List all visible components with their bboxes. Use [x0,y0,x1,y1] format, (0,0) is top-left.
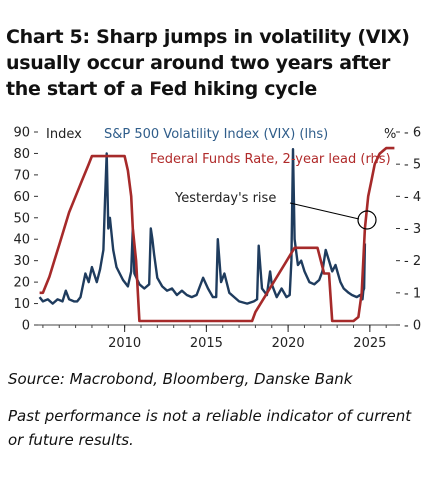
legend-fed: Federal Funds Rate, 2-year lead (rhs) [150,152,391,167]
left-tick-label: 70 [13,168,30,183]
axis-layer: 0 10 20 30 40 50 60 70 80 90 - 0 - 1 - 2 - 3 - 4 - 5 - 6… [13,126,421,352]
right-tick-label: - 3 [404,222,421,237]
left-tick-label: 80 [13,147,30,162]
x-tick-label: 2025 [353,336,386,351]
right-tick-label: - 4 [404,190,421,205]
annotation-label: Yesterday's rise [174,191,276,206]
left-tick-label: 20 [13,276,30,291]
annotation-leader [289,202,360,220]
x-tick-label: 2010 [108,336,141,351]
left-tick-label: 10 [13,297,30,312]
right-tick-label: - 1 [404,286,421,301]
vix-series-line [38,148,367,305]
left-axis-label: Index [46,127,82,142]
annotation-circle [357,210,377,230]
right-axis-label: % [384,127,396,142]
right-tick-label: - 5 [404,158,421,173]
title-line-1: Chart 5: Sharp jumps in volatility (VIX) [6,26,410,48]
chart-area: 0 10 20 30 40 50 60 70 80 90 - 0 - 1 - 2 - 3 - 4 - 5 - 6… [0,118,434,358]
series-layer [38,146,395,323]
chart-title: Chart 5: Sharp jumps in volatility (VIX)… [6,24,426,102]
left-tick-label: 30 [13,254,30,269]
title-line-3: the start of a Fed hiking cycle [6,78,318,100]
title-line-2: usually occur around two years after [6,52,391,74]
disclaimer-text: Past performance is not a reliable indic… [8,407,412,449]
right-tick-label: - 0 [404,319,421,334]
source-text: Source: Macrobond, Bloomberg, Danske Ban… [8,370,353,388]
x-tick-label: 2020 [272,336,305,351]
chart-svg: 0 10 20 30 40 50 60 70 80 90 - 0 - 1 - 2 - 3 - 4 - 5 - 6… [13,126,421,352]
right-tick-label: - 2 [404,254,421,269]
fed-funds-series-line [39,146,395,323]
left-tick-label: 90 [13,126,30,141]
left-tick-label: 60 [13,190,30,205]
x-tick-label: 2015 [190,336,223,351]
footer: Source: Macrobond, Bloomberg, Danske Ban… [8,368,426,452]
left-tick-label: 40 [13,233,30,248]
right-tick-label: - 6 [404,126,421,141]
legend-vix: S&P 500 Volatility Index (VIX) (lhs) [104,127,328,142]
left-tick-label: 0 [22,319,30,334]
left-tick-label: 50 [13,211,30,226]
